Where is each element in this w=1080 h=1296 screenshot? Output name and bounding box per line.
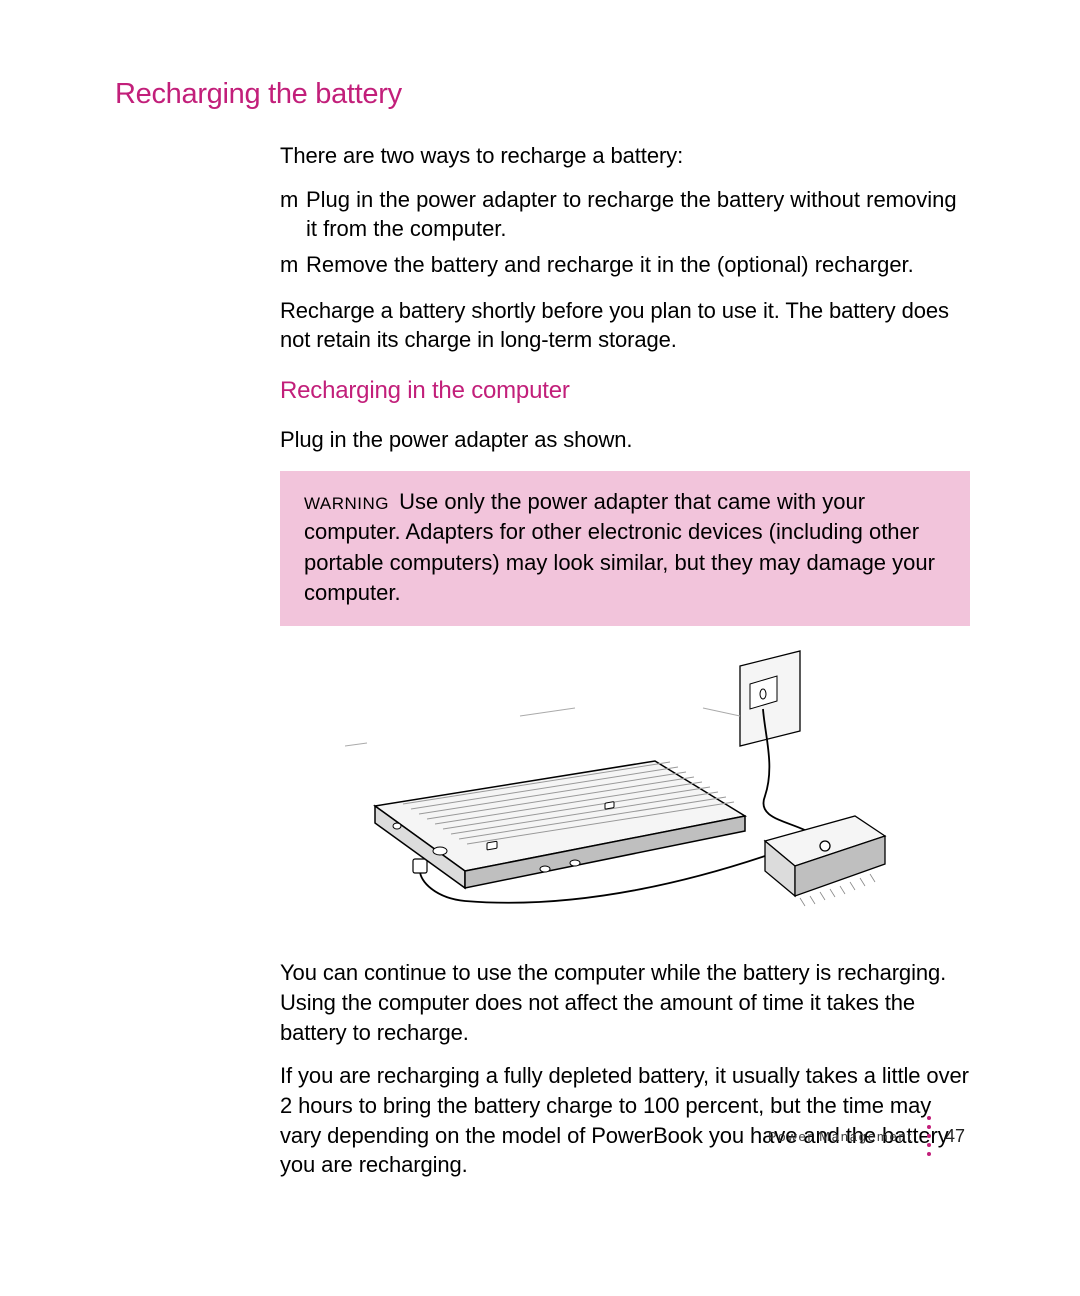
bullet-text: Remove the battery and recharge it in th…	[306, 250, 970, 280]
page: Recharging the battery There are two way…	[0, 0, 1080, 1296]
footer-dots-icon	[927, 1116, 931, 1156]
paragraph: Recharge a battery shortly before you pl…	[280, 296, 970, 355]
spacer	[280, 286, 970, 296]
bullet-text: Plug in the power adapter to recharge th…	[306, 185, 970, 244]
bullet-mark: m	[280, 250, 306, 280]
footer-page-number: 47	[945, 1126, 965, 1147]
heading-recharging-in-computer: Recharging in the computer	[280, 377, 970, 405]
footer-section-label: Power Management	[768, 1129, 913, 1144]
heading-recharging-battery: Recharging the battery	[115, 78, 965, 111]
warning-label: WARNING	[304, 494, 389, 513]
body-column: There are two ways to recharge a battery…	[280, 141, 970, 1180]
illustration-powerbook-charging	[280, 646, 970, 936]
warning-box: WARNING Use only the power adapter that …	[280, 471, 970, 626]
paragraph: Plug in the power adapter as shown.	[280, 425, 970, 455]
bullet-mark: m	[280, 185, 306, 244]
bullet-item: m Remove the battery and recharge it in …	[280, 250, 970, 280]
page-footer: Power Management 47	[768, 1116, 965, 1156]
warning-text: Use only the power adapter that came wit…	[304, 489, 935, 605]
intro-paragraph: There are two ways to recharge a battery…	[280, 141, 970, 171]
paragraph: You can continue to use the computer whi…	[280, 958, 970, 1047]
bullet-item: m Plug in the power adapter to recharge …	[280, 185, 970, 244]
